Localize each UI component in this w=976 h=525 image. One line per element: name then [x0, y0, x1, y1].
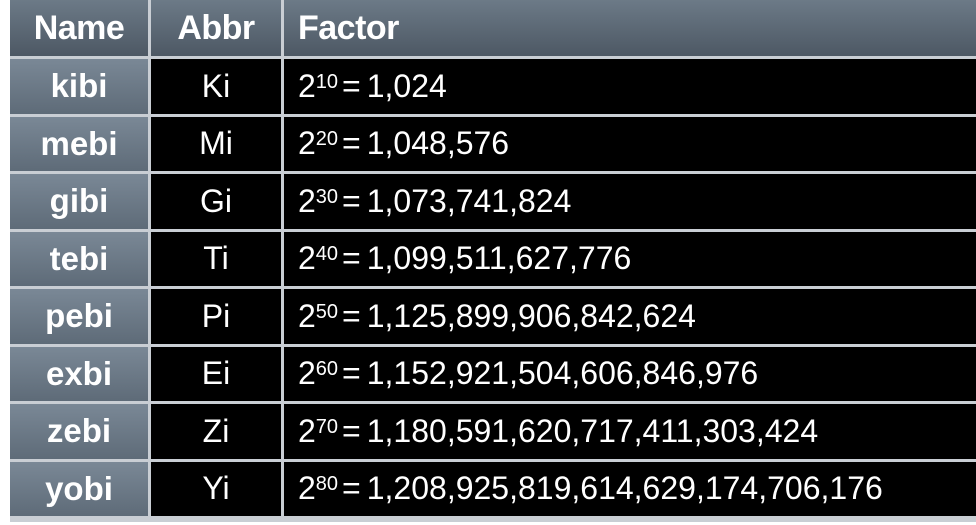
- equals-sign: =: [342, 67, 361, 104]
- header-factor: Factor: [284, 0, 976, 56]
- factor-exponent: 40: [315, 243, 339, 266]
- row-abbr: Ti: [151, 231, 281, 286]
- row-factor: 2 20 = 1,048,576: [284, 116, 976, 171]
- row-name: pebi: [10, 289, 148, 344]
- row-name: yobi: [10, 461, 148, 516]
- factor-value: 1,024: [366, 67, 447, 104]
- factor-value: 1,048,576: [366, 125, 510, 162]
- row-factor: 2 30 = 1,073,741,824: [284, 174, 976, 229]
- row-factor: 2 60 = 1,152,921,504,606,846,976: [284, 346, 976, 401]
- equals-sign: =: [342, 297, 361, 334]
- row-factor: 2 70 = 1,180,591,620,717,411,303,424: [284, 404, 976, 459]
- factor-exponent: 30: [315, 185, 339, 208]
- row-factor: 2 50 = 1,125,899,906,842,624: [284, 289, 976, 344]
- row-name: kibi: [10, 59, 148, 114]
- row-factor: 2 40 = 1,099,511,627,776: [284, 231, 976, 286]
- row-name: zebi: [10, 404, 148, 459]
- equals-sign: =: [342, 470, 361, 507]
- row-factor: 2 80 = 1,208,925,819,614,629,174,706,176: [284, 461, 976, 516]
- factor-base: 2: [298, 355, 316, 392]
- factor-base: 2: [298, 125, 316, 162]
- factor-exponent: 60: [315, 358, 339, 381]
- equals-sign: =: [342, 240, 361, 277]
- factor-base: 2: [298, 470, 316, 507]
- row-name: exbi: [10, 346, 148, 401]
- factor-exponent: 70: [315, 415, 339, 438]
- factor-base: 2: [298, 182, 316, 219]
- factor-exponent: 50: [315, 300, 339, 323]
- row-abbr: Ei: [151, 346, 281, 401]
- row-abbr: Pi: [151, 289, 281, 344]
- header-name: Name: [10, 0, 148, 56]
- factor-exponent: 10: [315, 70, 339, 93]
- factor-base: 2: [298, 297, 316, 334]
- factor-base: 2: [298, 67, 316, 104]
- row-abbr: Zi: [151, 404, 281, 459]
- factor-exponent: 20: [315, 128, 339, 151]
- factor-value: 1,152,921,504,606,846,976: [366, 355, 759, 392]
- row-abbr: Gi: [151, 174, 281, 229]
- factor-exponent: 80: [315, 473, 339, 496]
- binary-prefix-table: Name Abbr Factor kibi Ki 2 10 = 1,024 mebi …: [10, 0, 976, 522]
- factor-value: 1,099,511,627,776: [366, 240, 632, 277]
- factor-value: 1,125,899,906,842,624: [366, 297, 696, 334]
- row-name: tebi: [10, 231, 148, 286]
- equals-sign: =: [342, 355, 361, 392]
- row-abbr: Yi: [151, 461, 281, 516]
- factor-base: 2: [298, 240, 316, 277]
- factor-base: 2: [298, 412, 316, 449]
- factor-value: 1,208,925,819,614,629,174,706,176: [366, 470, 883, 507]
- header-abbr: Abbr: [151, 0, 281, 56]
- row-abbr: Mi: [151, 116, 281, 171]
- equals-sign: =: [342, 125, 361, 162]
- row-factor: 2 10 = 1,024: [284, 59, 976, 114]
- factor-value: 1,073,741,824: [366, 182, 572, 219]
- row-name: mebi: [10, 116, 148, 171]
- row-abbr: Ki: [151, 59, 281, 114]
- equals-sign: =: [342, 412, 361, 449]
- row-name: gibi: [10, 174, 148, 229]
- equals-sign: =: [342, 182, 361, 219]
- factor-value: 1,180,591,620,717,411,303,424: [366, 412, 819, 449]
